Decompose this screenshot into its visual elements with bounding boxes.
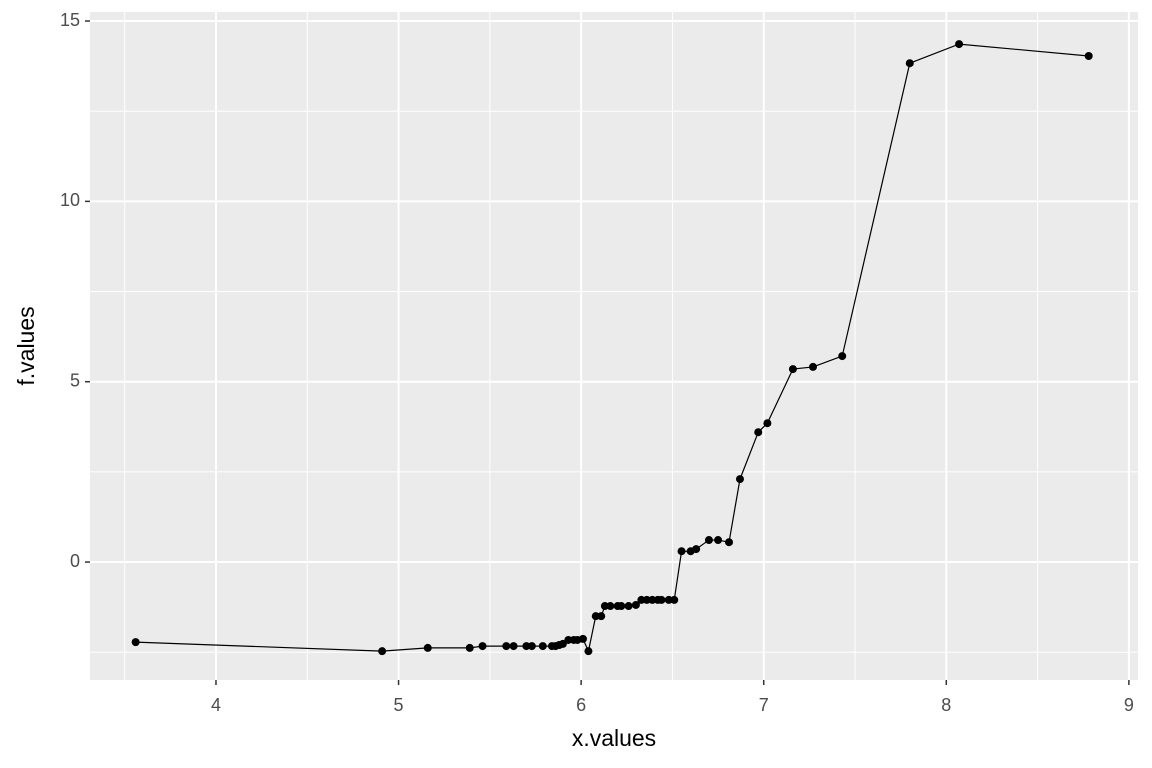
data-point xyxy=(423,643,432,652)
data-point xyxy=(788,365,797,374)
data-point xyxy=(657,595,666,604)
data-point xyxy=(564,635,573,644)
y-tick-label: 15 xyxy=(60,10,80,30)
data-point xyxy=(1084,52,1093,61)
major-grid xyxy=(90,12,1138,680)
data-point xyxy=(838,352,847,361)
data-point xyxy=(591,612,600,621)
minor-grid xyxy=(90,12,1138,680)
data-point xyxy=(509,642,518,651)
data-point xyxy=(642,595,651,604)
x-tick-label: 5 xyxy=(394,695,404,715)
data-point xyxy=(478,642,487,651)
data-point xyxy=(578,634,587,643)
data-point xyxy=(631,600,640,609)
data-point xyxy=(664,595,673,604)
data-point xyxy=(670,595,679,604)
data-point xyxy=(809,362,818,371)
data-point xyxy=(131,638,140,647)
data-point xyxy=(692,545,701,554)
data-point xyxy=(725,538,734,547)
data-point xyxy=(714,536,723,545)
data-point xyxy=(600,602,609,611)
data-point xyxy=(522,642,531,651)
x-tick-label: 7 xyxy=(759,695,769,715)
data-point xyxy=(637,595,646,604)
data-point xyxy=(735,475,744,484)
data-point xyxy=(538,642,547,651)
data-point xyxy=(754,428,763,437)
data-point xyxy=(597,612,606,621)
data-point xyxy=(584,647,593,656)
data-point xyxy=(704,536,713,545)
x-tick-label: 8 xyxy=(941,695,951,715)
data-point xyxy=(527,642,536,651)
panel-background xyxy=(90,12,1138,680)
data-point xyxy=(763,419,772,428)
y-tick-label: 0 xyxy=(70,551,80,571)
data-point xyxy=(502,642,511,651)
data-point xyxy=(955,40,964,49)
data-point xyxy=(465,643,474,652)
x-axis-title: x.values xyxy=(572,725,656,751)
y-axis-title: f.values xyxy=(13,306,39,385)
y-tick-label: 5 xyxy=(70,370,80,390)
data-point xyxy=(378,647,387,656)
x-tick-label: 6 xyxy=(576,695,586,715)
data-point xyxy=(905,59,914,68)
data-point xyxy=(648,595,657,604)
y-tick-label: 10 xyxy=(60,190,80,210)
data-point xyxy=(624,602,633,611)
data-point xyxy=(677,547,686,556)
x-tick-label: 4 xyxy=(211,695,221,715)
x-tick-label: 9 xyxy=(1124,695,1134,715)
data-point xyxy=(606,602,615,611)
data-point xyxy=(617,602,626,611)
